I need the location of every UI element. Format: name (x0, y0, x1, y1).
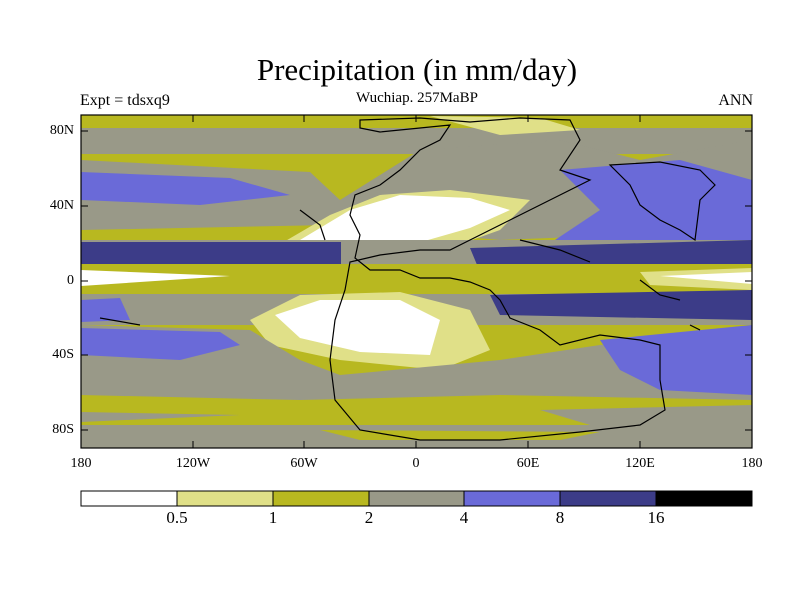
colorbar (80, 490, 753, 507)
coastlines (99, 117, 716, 441)
lat-label-40n: 40N (49, 198, 74, 213)
lat-label-0: 0 (67, 273, 74, 288)
colorbar-bin-3 (273, 491, 369, 506)
precipitation-field (81, 115, 752, 448)
colorbar-label-2: 2 (364, 508, 374, 527)
field-north-pacific-wet (81, 172, 290, 205)
field-north-midlat (81, 140, 752, 240)
field-north-desert (300, 195, 510, 248)
lon-label-120w: 120W (175, 456, 211, 471)
field-south-midlat (81, 325, 752, 400)
experiment-label: Expt = tdsxq9 (80, 92, 170, 109)
field-north-grey (81, 128, 752, 154)
field-south-desert (275, 300, 440, 355)
field-south-itcz (490, 290, 752, 320)
colorbar-bin-2 (177, 491, 273, 506)
colorbar-bin-5 (464, 491, 560, 506)
season-label: ANN (718, 92, 753, 109)
lon-label-120e: 120E (625, 456, 655, 471)
lon-label-180e: 180 (741, 456, 763, 471)
field-south-storm-west (81, 328, 240, 360)
field-north-pole-dry (430, 116, 580, 135)
lon-label-60w: 60W (290, 456, 318, 471)
lon-label-0: 0 (412, 456, 420, 471)
field-south-grey-east (540, 405, 752, 430)
field-equator-desert-east (660, 272, 752, 284)
colorbar-label-8: 8 (555, 508, 565, 527)
colorbar-label-0-5: 0.5 (166, 508, 188, 527)
field-north-tethys-wet (540, 160, 752, 265)
colorbar-label-4: 4 (459, 508, 469, 527)
map-subtitle: Wuchiap. 257MaBP (356, 90, 478, 106)
colorbar-bin-7 (656, 491, 752, 506)
colorbar-label-16: 16 (647, 508, 665, 527)
field-south-grey-west (81, 412, 240, 422)
colorbar-bin-6 (560, 491, 656, 506)
colorbar-bin-4 (369, 491, 464, 506)
map-title: Precipitation (in mm/day) (256, 52, 578, 87)
field-equator-olive (81, 264, 752, 294)
lat-label-80s: 80S (52, 422, 74, 437)
lat-ticks (81, 130, 752, 431)
colorbar-label-1: 1 (268, 508, 278, 527)
lon-label-60e: 60E (516, 456, 540, 471)
lat-label-40s: 40S (52, 347, 74, 362)
field-equator-dry-west (81, 270, 230, 286)
lon-ticks (80, 115, 753, 448)
lat-label-80n: 80N (49, 123, 74, 138)
field-south-pacific-wet (81, 298, 130, 322)
colorbar-frame (80, 490, 753, 507)
field-west-itcz (81, 242, 341, 264)
lon-label-180w: 180 (70, 456, 92, 471)
colorbar-bin-1 (81, 491, 177, 506)
field-south-storm-east (600, 325, 752, 395)
